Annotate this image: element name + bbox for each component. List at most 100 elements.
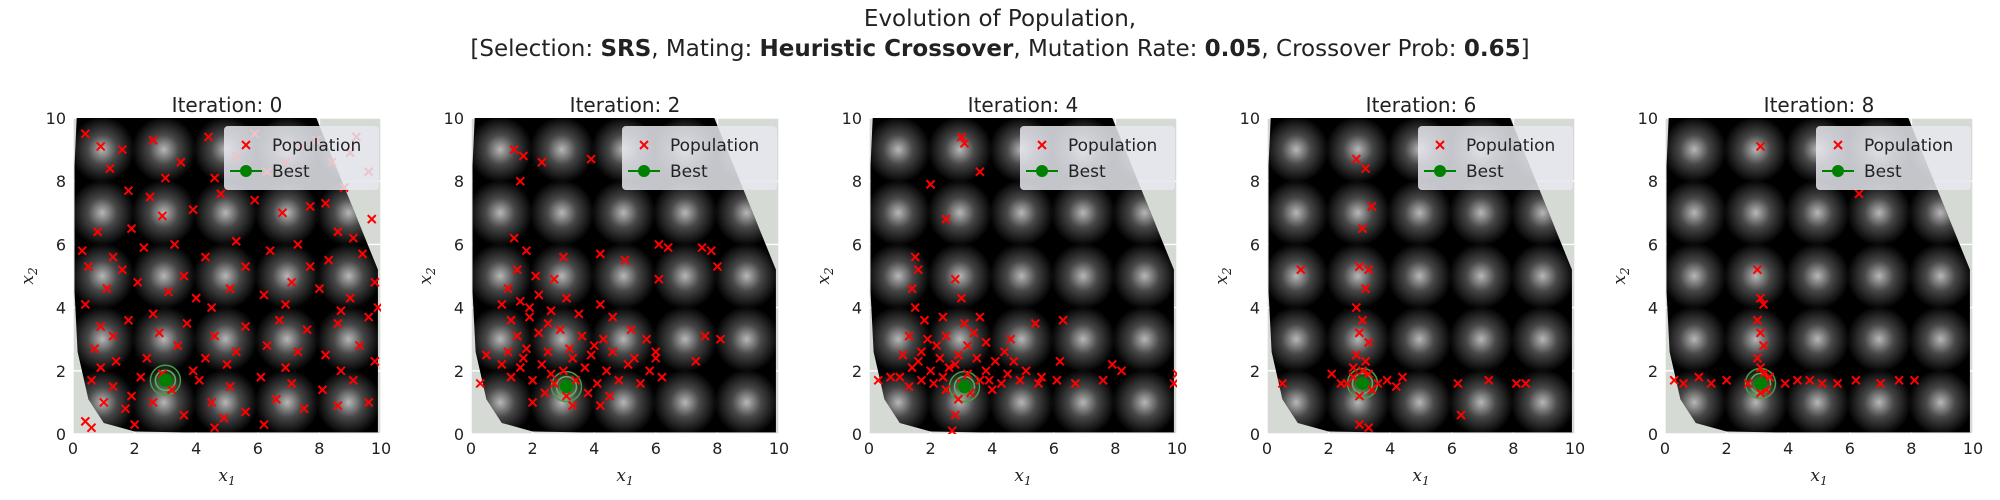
population-point	[898, 350, 908, 360]
population-point	[595, 400, 606, 411]
title-crossover-label: , Crossover Prob:	[1261, 36, 1464, 62]
population-point	[173, 340, 183, 351]
population-point	[259, 419, 269, 430]
population-point	[534, 290, 544, 300]
x-tick-label: 4	[1783, 439, 1793, 458]
population-point	[1752, 353, 1763, 363]
population-point	[1058, 315, 1068, 325]
legend-population-label: Population	[1068, 136, 1157, 156]
population-point	[148, 397, 158, 408]
population-point	[910, 252, 920, 262]
population-point	[1354, 391, 1365, 401]
population-point	[108, 381, 118, 392]
subplot-4: 0 2 4 6 8 10 0 2 4 6 8 10 x1 x2 Iteration: 8 Population…	[1610, 93, 1983, 488]
heatmap-blob	[131, 118, 197, 183]
heatmap-blob	[1785, 306, 1850, 373]
heatmap-blob	[989, 306, 1054, 373]
population-point	[987, 385, 997, 395]
population-point	[256, 372, 266, 382]
population-point	[697, 242, 707, 253]
figure-title-line2: [Selection: SRS, Mating: Heuristic Cross…	[0, 34, 2000, 64]
heatmap-blob	[714, 306, 776, 373]
legend-best-label: Best	[1466, 162, 1504, 182]
subplot-3: 0 2 4 6 8 10 0 2 4 6 8 10 x1 x2 Iteration: 6 Population…	[1212, 93, 1585, 488]
population-point	[543, 347, 553, 357]
population-point	[1805, 375, 1815, 385]
population-point	[586, 154, 596, 164]
population-point	[1367, 385, 1377, 395]
population-point	[595, 299, 606, 310]
population-point	[950, 359, 960, 370]
population-point	[145, 192, 155, 202]
heatmap-blob	[1723, 179, 1789, 246]
heatmap-blob	[652, 306, 718, 373]
y-tick-label: 0	[852, 425, 862, 444]
population-point	[333, 400, 343, 411]
legend-population-label: Population	[1466, 136, 1555, 156]
x-axis-label-sub: 1	[626, 474, 634, 488]
heatmap-blob	[131, 242, 197, 310]
population-point	[663, 242, 673, 253]
x-tick-label: 0	[864, 439, 874, 458]
population-point	[1360, 283, 1371, 294]
y-tick-label: 4	[852, 299, 862, 318]
y-tick-label: 10	[1240, 109, 1260, 128]
population-point	[314, 283, 325, 294]
population-point	[370, 356, 380, 367]
population-point	[925, 179, 936, 190]
objective-heatmap	[870, 118, 1174, 433]
x-tick-label: 0	[466, 439, 476, 458]
heatmap-blob	[870, 179, 931, 246]
legend: Population Best	[1020, 126, 1175, 190]
population-point	[1817, 378, 1827, 389]
population-point	[706, 246, 716, 256]
population-point	[293, 347, 303, 357]
y-tick-label: 2	[1648, 362, 1658, 381]
x-tick-label: 10	[371, 439, 391, 458]
population-point	[80, 299, 91, 310]
population-point	[512, 264, 522, 275]
population-point	[975, 375, 985, 385]
y-tick-label: 2	[454, 362, 464, 381]
heatmap-blob	[529, 242, 595, 310]
x-axis-label-sub: 1	[1422, 474, 1430, 488]
population-point	[959, 138, 970, 148]
population-point	[1851, 375, 1861, 385]
population-point	[527, 375, 538, 385]
population-point	[132, 277, 143, 288]
population-point	[1678, 378, 1689, 389]
population-point	[240, 407, 251, 417]
population-point	[139, 242, 149, 253]
population-point	[1107, 359, 1118, 370]
population-point	[691, 356, 701, 367]
population-point	[1453, 378, 1463, 389]
heatmap-blob	[989, 369, 1054, 433]
population-point	[1363, 337, 1374, 348]
population-point	[148, 135, 158, 145]
heatmap-blob	[529, 306, 595, 373]
figure-title-line1: Evolution of Population,	[863, 6, 1137, 32]
legend-population-label: Population	[1864, 136, 1953, 156]
y-tick-label: 0	[1250, 425, 1260, 444]
population-point	[336, 366, 346, 376]
subplot-2: 0 2 4 6 8 10 0 2 4 6 8 10 x1 x2 Iteration: 4 Population…	[814, 93, 1187, 488]
population-point	[1669, 375, 1679, 385]
population-point	[1363, 422, 1374, 433]
objective-heatmap	[472, 118, 776, 433]
plot-points	[1277, 154, 1531, 433]
population-point	[910, 302, 920, 313]
population-point	[117, 144, 127, 155]
heatmap-blob	[1325, 306, 1391, 373]
population-point	[1357, 223, 1368, 234]
title-open: [Selection:	[470, 36, 601, 62]
heatmap-blob	[74, 242, 135, 310]
population-point	[873, 375, 883, 385]
y-tick-label: 8	[852, 172, 862, 191]
population-point	[623, 359, 633, 370]
population-point	[549, 274, 559, 284]
legend-box	[1816, 126, 1971, 190]
population-point	[1484, 375, 1494, 385]
legend-population-label: Population	[670, 136, 759, 156]
population-point	[188, 204, 198, 215]
population-point	[1765, 372, 1775, 382]
